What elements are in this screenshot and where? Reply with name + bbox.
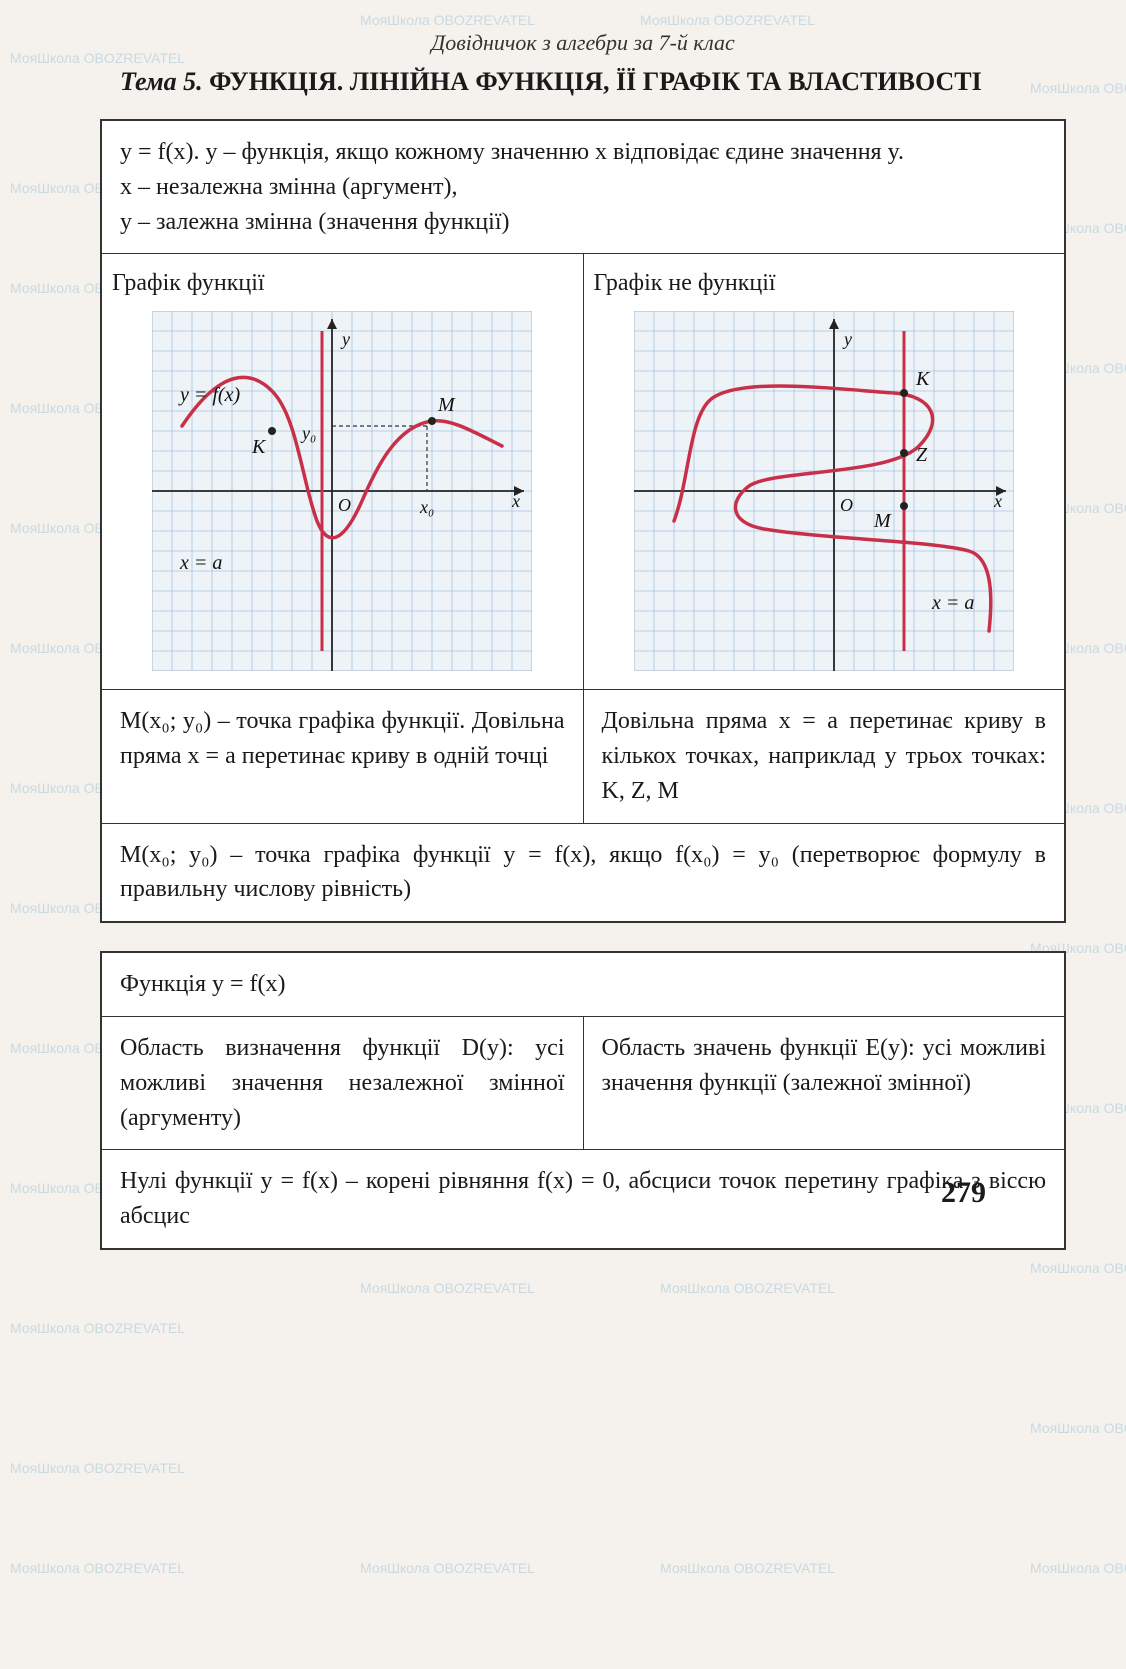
header-title: Тема 5. ФУНКЦІЯ. ЛІНІЙНА ФУНКЦІЯ, ЇЇ ГРА… (100, 64, 1066, 99)
graph-right-title: Графік не функції (594, 266, 1055, 301)
tema-label: Тема 5. (120, 67, 203, 96)
svg-text:x = a: x = a (931, 592, 974, 614)
watermark-text: МояШкола OBOZREVATEL (660, 1280, 835, 1296)
graph-left-cell: Графік функції y = f(x) y x O K My₀ x₀ x = a (101, 254, 583, 690)
svg-text:K: K (251, 436, 267, 458)
svg-text:O: O (840, 495, 853, 515)
svg-text:M: M (437, 394, 456, 416)
watermark-text: МояШкола OBOZREVATEL (360, 1280, 535, 1296)
svg-text:x: x (511, 491, 520, 511)
title-rest: ФУНКЦІЯ. ЛІНІЙНА ФУНКЦІЯ, ЇЇ ГРАФІК ТА В… (203, 67, 982, 96)
watermark-text: МояШкола OBOZREVATEL (360, 12, 535, 28)
function-header: Функція y = f(x) (101, 952, 1065, 1016)
svg-text:y: y (340, 329, 350, 349)
svg-text:x: x (993, 491, 1002, 511)
svg-text:Z: Z (916, 444, 928, 466)
watermark-text: МояШкола OBOZREVATEL (10, 1320, 185, 1336)
watermark-text: МояШкола OBOZREVATEL (10, 1460, 185, 1476)
table-functions: y = f(x). y – функція, якщо кожному знач… (100, 119, 1066, 923)
point-definition: M(x₀; y₀) – точка графіка функції y = f(… (101, 823, 1065, 922)
watermark-text: МояШкола OBOZREVATEL (660, 1560, 835, 1576)
range-cell: Область значень функції E(y): усі можлив… (583, 1017, 1065, 1150)
function-graph: y = f(x) y x O K My₀ x₀ x = a (152, 311, 532, 671)
page-number: 279 (941, 1176, 986, 1210)
watermark-text: МояШкола OBOZREVATEL (640, 12, 815, 28)
svg-text:y₀: y₀ (300, 423, 316, 443)
table-domain-range: Функція y = f(x) Область визначення функ… (100, 951, 1066, 1250)
svg-text:K: K (915, 368, 931, 390)
definition-cell: y = f(x). y – функція, якщо кожному знач… (101, 120, 1065, 254)
graph-right-cell: Графік не функції y x O K Z Mx = a (583, 254, 1065, 690)
svg-text:y = f(x): y = f(x) (178, 384, 240, 406)
svg-text:y: y (842, 329, 852, 349)
non-function-graph: y x O K Z Mx = a (634, 311, 1014, 671)
svg-text:M: M (873, 510, 892, 532)
right-desc: Довільна пряма x = a перетинає криву в к… (583, 690, 1065, 823)
header-subtitle: Довідничок з алгебри за 7-й клас (100, 30, 1066, 56)
zeros-cell: Нулі функції y = f(x) – корені рівняння … (101, 1150, 1065, 1249)
watermark-text: МояШкола OBOZREVATEL (1030, 1260, 1126, 1276)
watermark-text: МояШкола OBOZREVATEL (1030, 1420, 1126, 1436)
domain-cell: Область визначення функції D(y): усі мож… (101, 1017, 583, 1150)
watermark-text: МояШкола OBOZREVATEL (1030, 1560, 1126, 1576)
svg-text:x₀: x₀ (419, 497, 434, 517)
left-desc: M(x₀; y₀) – точка графіка функції. Довіл… (101, 690, 583, 823)
graph-left-title: Графік функції (112, 266, 573, 301)
watermark-text: МояШкола OBOZREVATEL (10, 1560, 185, 1576)
svg-text:x = a: x = a (179, 552, 222, 574)
svg-text:O: O (338, 495, 351, 515)
watermark-text: МояШкола OBOZREVATEL (360, 1560, 535, 1576)
page-content: Довідничок з алгебри за 7-й клас Тема 5.… (100, 30, 1066, 1250)
